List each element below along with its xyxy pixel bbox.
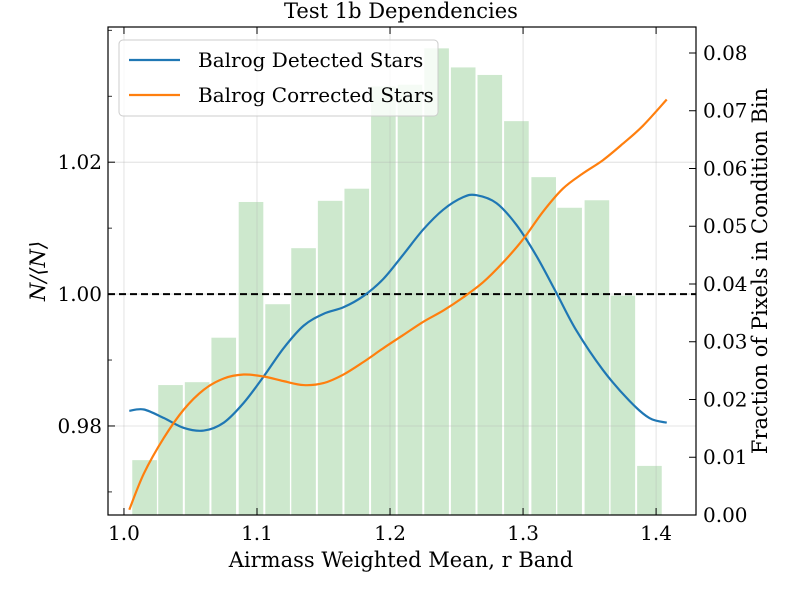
x-tick-label: 1.2 <box>374 521 406 545</box>
histogram-bar <box>317 200 343 515</box>
y-right-tick-label: 0.01 <box>703 445 748 469</box>
series-lines <box>128 98 668 511</box>
histogram-bar <box>424 48 449 516</box>
legend: Balrog Detected Stars Balrog Corrected St… <box>118 39 439 117</box>
y-right-tick-label: 0.05 <box>703 214 748 238</box>
x-tick-label: 1.3 <box>507 521 539 545</box>
chart-title: Test 1b Dependencies <box>284 0 518 23</box>
x-tick-label: 1.1 <box>241 521 273 545</box>
x-tick-label: 1.0 <box>108 521 140 545</box>
y-right-tick-label: 0.04 <box>703 272 748 296</box>
histogram-bar <box>504 121 529 515</box>
series-line-1 <box>129 193 668 432</box>
y-axis-label-right: Fraction of Pixels in Condition Bin <box>748 88 772 454</box>
plot-frame-rect <box>107 26 697 516</box>
y-left-tick-label: 0.98 <box>57 414 102 438</box>
y-left-tick-label: 1.02 <box>57 150 102 174</box>
histogram-bar <box>158 385 183 515</box>
y-right-tick-label: 0.00 <box>703 503 748 527</box>
y-right-tick-label: 0.08 <box>703 41 748 65</box>
legend-box <box>118 39 439 117</box>
x-tick-label: 1.4 <box>640 521 672 545</box>
histogram-bar <box>132 460 157 515</box>
histogram-bar <box>344 188 370 515</box>
histogram-bar <box>291 248 316 515</box>
histogram-bar <box>584 200 610 515</box>
y-left-tick-label: 1.00 <box>57 282 102 306</box>
histogram-bar <box>265 304 290 515</box>
histogram-bar <box>397 84 423 516</box>
histogram-bar <box>531 177 556 515</box>
histogram-bar <box>238 201 264 515</box>
y-right-tick-label: 0.07 <box>703 99 748 123</box>
histogram-bars <box>132 48 662 516</box>
legend-label-1: Balrog Detected Stars <box>198 48 423 72</box>
histogram-bar <box>637 465 662 515</box>
x-axis-label: Airmass Weighted Mean, r Band <box>228 548 574 572</box>
legend-label-2: Balrog Corrected Stars <box>198 83 434 107</box>
y-right-tick-label: 0.06 <box>703 156 748 180</box>
series-line-2 <box>128 98 668 511</box>
axis-ticks: 1.0 1.1 1.2 1.3 1.4 0.98 1.00 1.02 0.00 0.01 0.02 0… <box>57 27 748 545</box>
histogram-bar <box>184 382 210 515</box>
histogram-bar <box>371 86 396 516</box>
y-axis-label-left: N/⟨N⟩ <box>26 241 50 302</box>
histogram-bar <box>610 295 636 515</box>
histogram-bar <box>557 207 582 515</box>
plot-frame <box>107 26 697 516</box>
y-right-tick-label: 0.02 <box>703 387 748 411</box>
y-right-tick-label: 0.03 <box>703 330 748 354</box>
